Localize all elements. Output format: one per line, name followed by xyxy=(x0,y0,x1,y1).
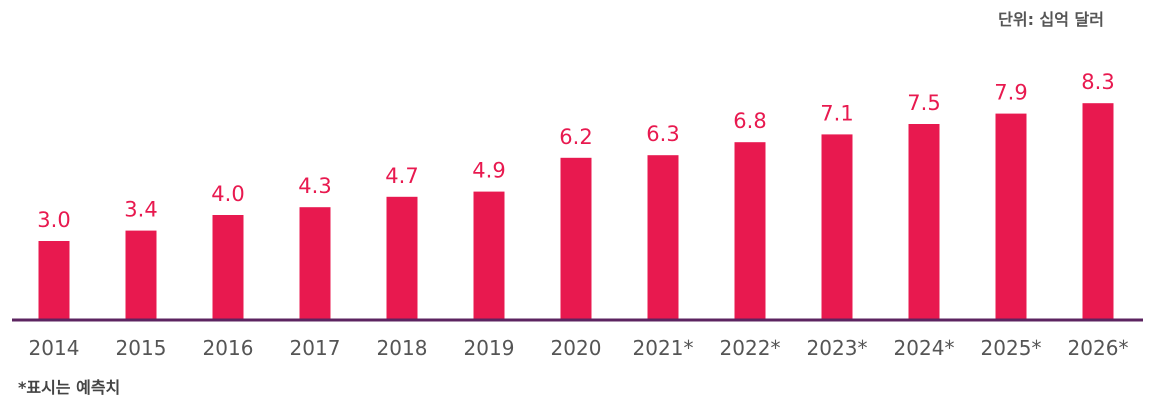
value-label: 4.9 xyxy=(472,159,505,183)
bar-2023 xyxy=(821,134,853,319)
x-tick-label: 2020 xyxy=(551,336,602,360)
x-tick-label: 2021* xyxy=(633,336,694,360)
forecast-footnote: *표시는 예측치 xyxy=(18,378,121,397)
value-label: 4.7 xyxy=(385,164,418,188)
bar-2016 xyxy=(212,215,244,319)
value-label: 6.8 xyxy=(733,109,766,133)
x-tick-label: 2026* xyxy=(1068,336,1129,360)
value-label: 6.3 xyxy=(646,122,679,146)
value-label: 3.4 xyxy=(124,198,157,222)
bar-2017 xyxy=(299,207,331,319)
bar-2015 xyxy=(125,230,157,319)
bar-2021 xyxy=(647,155,679,319)
value-label: 3.0 xyxy=(37,208,70,232)
bars-group xyxy=(38,103,1114,319)
x-tick-label: 2014 xyxy=(29,336,80,360)
bar-2026 xyxy=(1082,103,1114,319)
x-tick-label: 2019 xyxy=(464,336,515,360)
bar-2018 xyxy=(386,196,418,319)
x-tick-label: 2018 xyxy=(377,336,428,360)
x-tick-label: 2023* xyxy=(807,336,868,360)
bar-2014 xyxy=(38,241,70,319)
x-tick-label: 2017 xyxy=(290,336,341,360)
x-tick-label: 2024* xyxy=(894,336,955,360)
value-label: 8.3 xyxy=(1081,70,1114,94)
tick-labels-group: 2014 2015 2016 2017 2018 2019 2020 2021* 2022* 20… xyxy=(29,336,1129,360)
value-labels-group: 3.0 3.4 4.0 4.3 4.7 4.9 6.2 6.3 6.8 7.1 7.5 7.9 8.3 xyxy=(37,70,1114,232)
unit-label: 단위: 십억 달러 xyxy=(998,10,1104,29)
x-tick-label: 2015 xyxy=(116,336,167,360)
bar-2025 xyxy=(995,113,1027,319)
x-tick-label: 2022* xyxy=(720,336,781,360)
x-tick-label: 2016 xyxy=(203,336,254,360)
bar-2020 xyxy=(560,157,592,319)
bar-2019 xyxy=(473,191,505,319)
x-tick-label: 2025* xyxy=(981,336,1042,360)
value-label: 4.3 xyxy=(298,174,331,198)
bar-2024 xyxy=(908,124,940,319)
value-label: 7.1 xyxy=(820,101,853,125)
bar-2022 xyxy=(734,142,766,319)
value-label: 6.2 xyxy=(559,125,592,149)
value-label: 7.9 xyxy=(994,81,1027,105)
value-label: 7.5 xyxy=(907,91,940,115)
value-label: 4.0 xyxy=(211,182,244,206)
